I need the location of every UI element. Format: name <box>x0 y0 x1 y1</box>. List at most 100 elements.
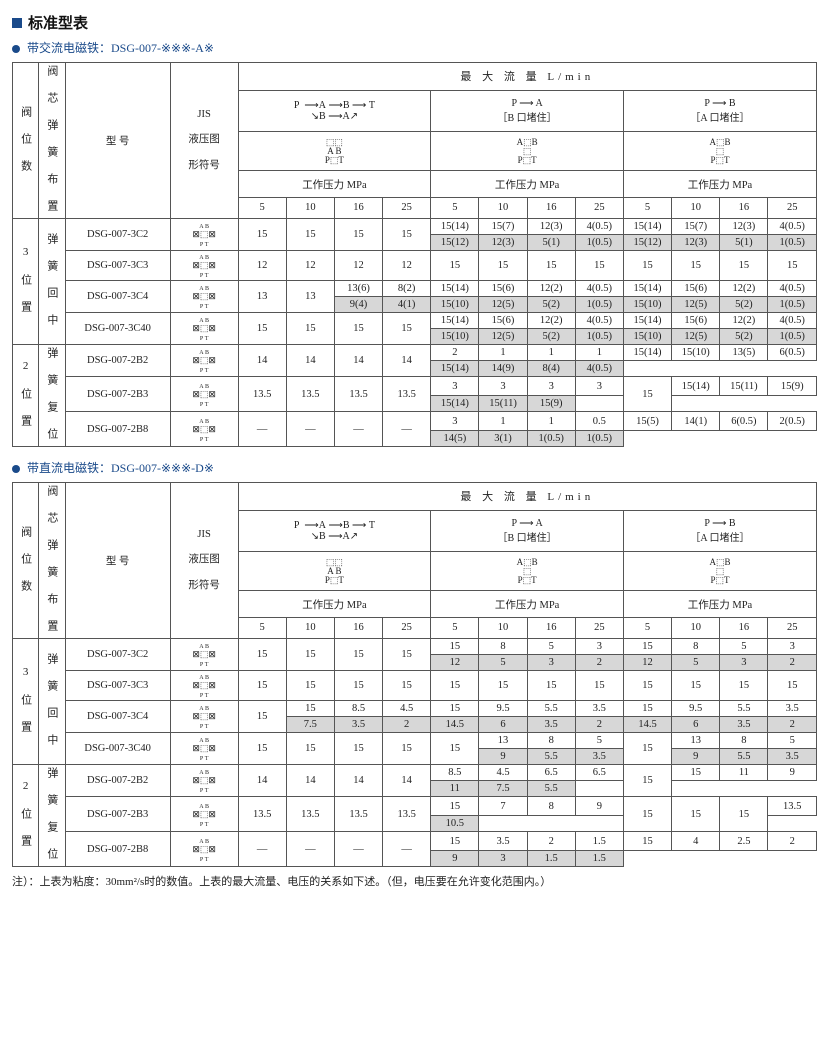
cell: 3 <box>527 377 575 396</box>
symbol-pa-icon: A⬚B⬚P⬚T <box>431 551 624 591</box>
cell: 15 <box>431 251 479 281</box>
cell: 15 <box>623 765 671 797</box>
cell: 11 <box>431 781 479 797</box>
cell: 14(1) <box>672 412 720 431</box>
cell: 3 <box>575 639 623 655</box>
cell: 1.5 <box>527 851 575 867</box>
cell: DSG-007-3C40 <box>65 313 170 345</box>
cell: 13.5 <box>768 797 817 816</box>
cell: 9 <box>479 749 527 765</box>
jis-symbol-icon: A B⊠⬚⊠P T <box>170 281 238 313</box>
cell: 2 位 置 <box>13 345 39 447</box>
cell: 15 <box>334 671 382 701</box>
cell: 1(0.5) <box>527 431 575 447</box>
p: 16 <box>527 197 575 218</box>
p: 16 <box>720 197 768 218</box>
cell: 1 <box>575 345 623 361</box>
cell: DSG-007-3C2 <box>65 219 170 251</box>
cell: 弹 簧 复 位 <box>39 765 65 867</box>
cell: — <box>286 412 334 447</box>
cell: 1(0.5) <box>768 235 817 251</box>
cell: DSG-007-3C4 <box>65 701 170 733</box>
p: 16 <box>334 197 382 218</box>
cell: 15 <box>623 733 671 765</box>
title-bar: 标准型表 <box>12 12 818 33</box>
cell: DSG-007-2B2 <box>65 345 170 377</box>
cell: 15 <box>768 671 817 701</box>
cell: 15(7) <box>672 219 720 235</box>
cell: 15 <box>623 639 671 655</box>
jis-symbol-icon: A B⊠⬚⊠P T <box>170 377 238 412</box>
p: 16 <box>527 617 575 638</box>
cell: 15 <box>672 671 720 701</box>
cell: 3 <box>431 412 479 431</box>
cell: 15 <box>768 251 817 281</box>
cell: 14 <box>238 345 286 377</box>
cell: 15(6) <box>672 313 720 329</box>
cell: — <box>238 412 286 447</box>
cell: 15 <box>286 671 334 701</box>
flow-pb: P ⟶ B［A 口堵住］ <box>623 510 816 551</box>
cell: 7 <box>479 797 527 816</box>
p: 10 <box>479 197 527 218</box>
cell: 15(14) <box>431 281 479 297</box>
cell: 5(2) <box>720 329 768 345</box>
cell: 15 <box>479 251 527 281</box>
cell: 5 <box>527 639 575 655</box>
cell: 13(5) <box>720 345 768 361</box>
cell: 13.5 <box>286 797 334 832</box>
cell: 10.5 <box>431 816 479 832</box>
cell: 5(1) <box>720 235 768 251</box>
work-pressure-2: 工作压力 MPa <box>431 171 624 197</box>
cell: 15(11) <box>479 396 527 412</box>
cell: 13.5 <box>286 377 334 412</box>
cell: 13.5 <box>383 377 431 412</box>
cell: 5(2) <box>527 329 575 345</box>
cell: 4 <box>672 832 720 851</box>
cell: 3.5 <box>575 749 623 765</box>
cell: 8.5 <box>431 765 479 781</box>
cell: — <box>238 832 286 867</box>
table-dc: 阀 位 数 阀 芯 弹 簧 布 置 型 号 JIS 液压图 形符号 最 大 流 … <box>12 482 817 867</box>
cell: 5 <box>720 639 768 655</box>
cell: DSG-007-2B8 <box>65 832 170 867</box>
cell: 5.5 <box>527 701 575 717</box>
cell: 12(2) <box>720 281 768 297</box>
cell: 15 <box>623 251 671 281</box>
cell: 5 <box>479 655 527 671</box>
jis-symbol-icon: A B⊠⬚⊠P T <box>170 671 238 701</box>
section1-label: 带交流电磁铁：DSG-007-※※※-A※ <box>27 41 214 55</box>
cell: 13 <box>286 281 334 313</box>
cell: 15 <box>238 313 286 345</box>
symbol-pabt-icon: ⬚⬚A BP⬚T <box>238 131 431 171</box>
cell: 4(0.5) <box>575 281 623 297</box>
cell: 15 <box>383 219 431 251</box>
cell: 2(0.5) <box>768 412 817 431</box>
cell: 15 <box>383 733 431 765</box>
cell: 15(12) <box>623 235 671 251</box>
cell: 3.5 <box>575 701 623 717</box>
bullet-icon <box>12 465 20 473</box>
cell: 1(0.5) <box>575 329 623 345</box>
symbol-pb-icon: A⬚B⬚P⬚T <box>623 551 816 591</box>
cell: 12(3) <box>527 219 575 235</box>
cell: 15 <box>238 671 286 701</box>
cell: 8 <box>527 797 575 816</box>
cell: 15 <box>238 733 286 765</box>
cell: 12(2) <box>720 313 768 329</box>
cell: 3.5 <box>334 717 382 733</box>
cell: 13.5 <box>383 797 431 832</box>
cell: 5(1) <box>527 235 575 251</box>
cell: 15 <box>527 671 575 701</box>
cell: 6 <box>672 717 720 733</box>
cell: 13.5 <box>238 797 286 832</box>
cell: 6(0.5) <box>768 345 817 361</box>
jis-symbol-icon: A B⊠⬚⊠P T <box>170 733 238 765</box>
cell: 15 <box>575 251 623 281</box>
cell: 15 <box>672 765 720 781</box>
cell: 15(9) <box>768 377 817 396</box>
cell: 1(0.5) <box>768 297 817 313</box>
cell: 3 <box>479 851 527 867</box>
cell: 15(12) <box>431 235 479 251</box>
p: 10 <box>672 617 720 638</box>
